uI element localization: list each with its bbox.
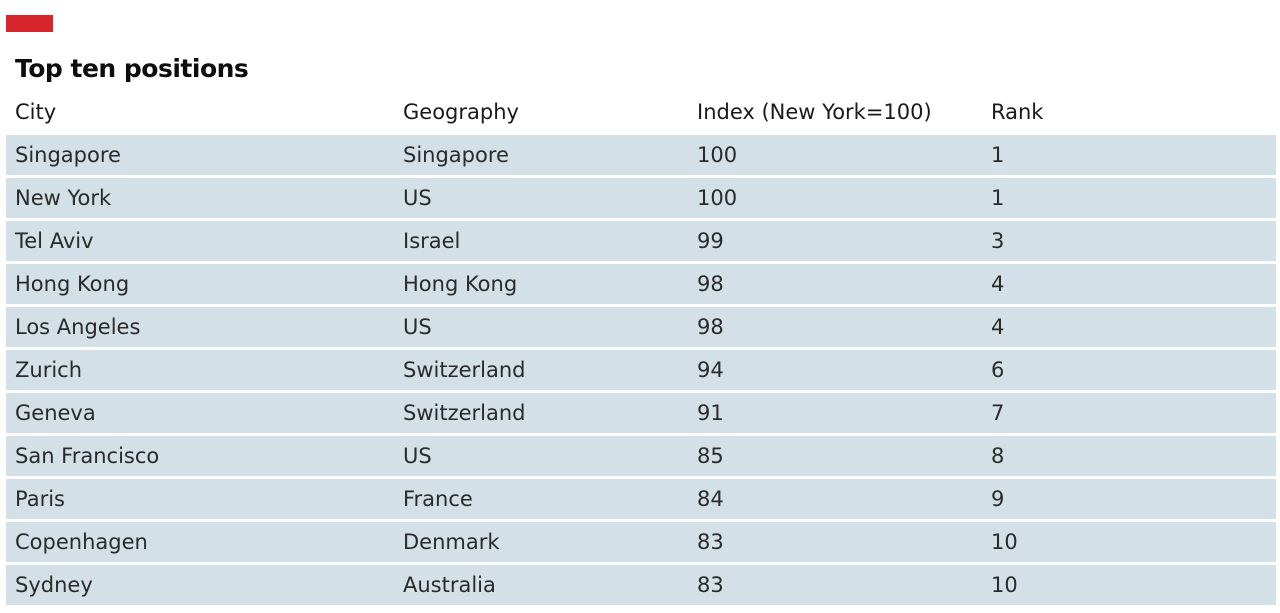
cell-geography: Israel bbox=[403, 229, 461, 253]
cell-city: Geneva bbox=[15, 401, 96, 425]
cell-geography: US bbox=[403, 444, 432, 468]
cell-geography: Hong Kong bbox=[403, 272, 518, 296]
cell-city: Copenhagen bbox=[15, 530, 148, 554]
cell-index: 94 bbox=[697, 358, 724, 382]
table-row: Hong Kong Hong Kong 98 4 bbox=[6, 264, 1276, 304]
cell-index: 83 bbox=[697, 530, 724, 554]
header-index: Index (New York=100) bbox=[697, 100, 932, 124]
cell-city: Singapore bbox=[15, 143, 121, 167]
table-row: Sydney Australia 83 10 bbox=[6, 565, 1276, 605]
cell-geography: Singapore bbox=[403, 143, 509, 167]
cell-rank: 10 bbox=[991, 530, 1018, 554]
cell-index: 84 bbox=[697, 487, 724, 511]
cell-index: 91 bbox=[697, 401, 724, 425]
cell-rank: 1 bbox=[991, 186, 1005, 210]
cell-rank: 4 bbox=[991, 315, 1005, 339]
cell-city: New York bbox=[15, 186, 112, 210]
table-row: Tel Aviv Israel 99 3 bbox=[6, 221, 1276, 261]
cell-index: 85 bbox=[697, 444, 724, 468]
cell-geography: US bbox=[403, 186, 432, 210]
cell-city: Sydney bbox=[15, 573, 93, 597]
cell-rank: 4 bbox=[991, 272, 1005, 296]
cell-index: 83 bbox=[697, 573, 724, 597]
cell-geography: US bbox=[403, 315, 432, 339]
header-geography: Geography bbox=[403, 100, 519, 124]
cell-city: Hong Kong bbox=[15, 272, 130, 296]
cell-city: Zurich bbox=[15, 358, 83, 382]
table-row: Zurich Switzerland 94 6 bbox=[6, 350, 1276, 390]
table-title: Top ten positions bbox=[15, 54, 249, 83]
cell-city: Los Angeles bbox=[15, 315, 141, 339]
cell-geography: Switzerland bbox=[403, 358, 526, 382]
table-row: Copenhagen Denmark 83 10 bbox=[6, 522, 1276, 562]
cell-geography: Switzerland bbox=[403, 401, 526, 425]
table-row: Singapore Singapore 100 1 bbox=[6, 135, 1276, 175]
table-row: New York US 100 1 bbox=[6, 178, 1276, 218]
cell-rank: 9 bbox=[991, 487, 1005, 511]
cell-geography: Denmark bbox=[403, 530, 500, 554]
cell-index: 98 bbox=[697, 272, 724, 296]
cell-city: Tel Aviv bbox=[15, 229, 94, 253]
table-header: City Geography Index (New York=100) Rank bbox=[0, 100, 1280, 130]
cell-index: 98 bbox=[697, 315, 724, 339]
cell-geography: France bbox=[403, 487, 473, 511]
cell-index: 100 bbox=[697, 143, 738, 167]
header-rank: Rank bbox=[991, 100, 1044, 124]
cell-city: San Francisco bbox=[15, 444, 160, 468]
cell-city: Paris bbox=[15, 487, 65, 511]
table-body: Singapore Singapore 100 1 New York US 100 1 Tel … bbox=[6, 135, 1276, 608]
table-row: Los Angeles US 98 4 bbox=[6, 307, 1276, 347]
cell-rank: 6 bbox=[991, 358, 1005, 382]
cell-rank: 8 bbox=[991, 444, 1005, 468]
header-city: City bbox=[15, 100, 57, 124]
table-row: Geneva Switzerland 91 7 bbox=[6, 393, 1276, 433]
table-row: Paris France 84 9 bbox=[6, 479, 1276, 519]
cell-rank: 3 bbox=[991, 229, 1005, 253]
cell-geography: Australia bbox=[403, 573, 496, 597]
table-row: San Francisco US 85 8 bbox=[6, 436, 1276, 476]
cell-rank: 10 bbox=[991, 573, 1018, 597]
brand-red-bar bbox=[6, 15, 53, 32]
cell-rank: 1 bbox=[991, 143, 1005, 167]
cell-rank: 7 bbox=[991, 401, 1005, 425]
cell-index: 100 bbox=[697, 186, 738, 210]
cell-index: 99 bbox=[697, 229, 724, 253]
